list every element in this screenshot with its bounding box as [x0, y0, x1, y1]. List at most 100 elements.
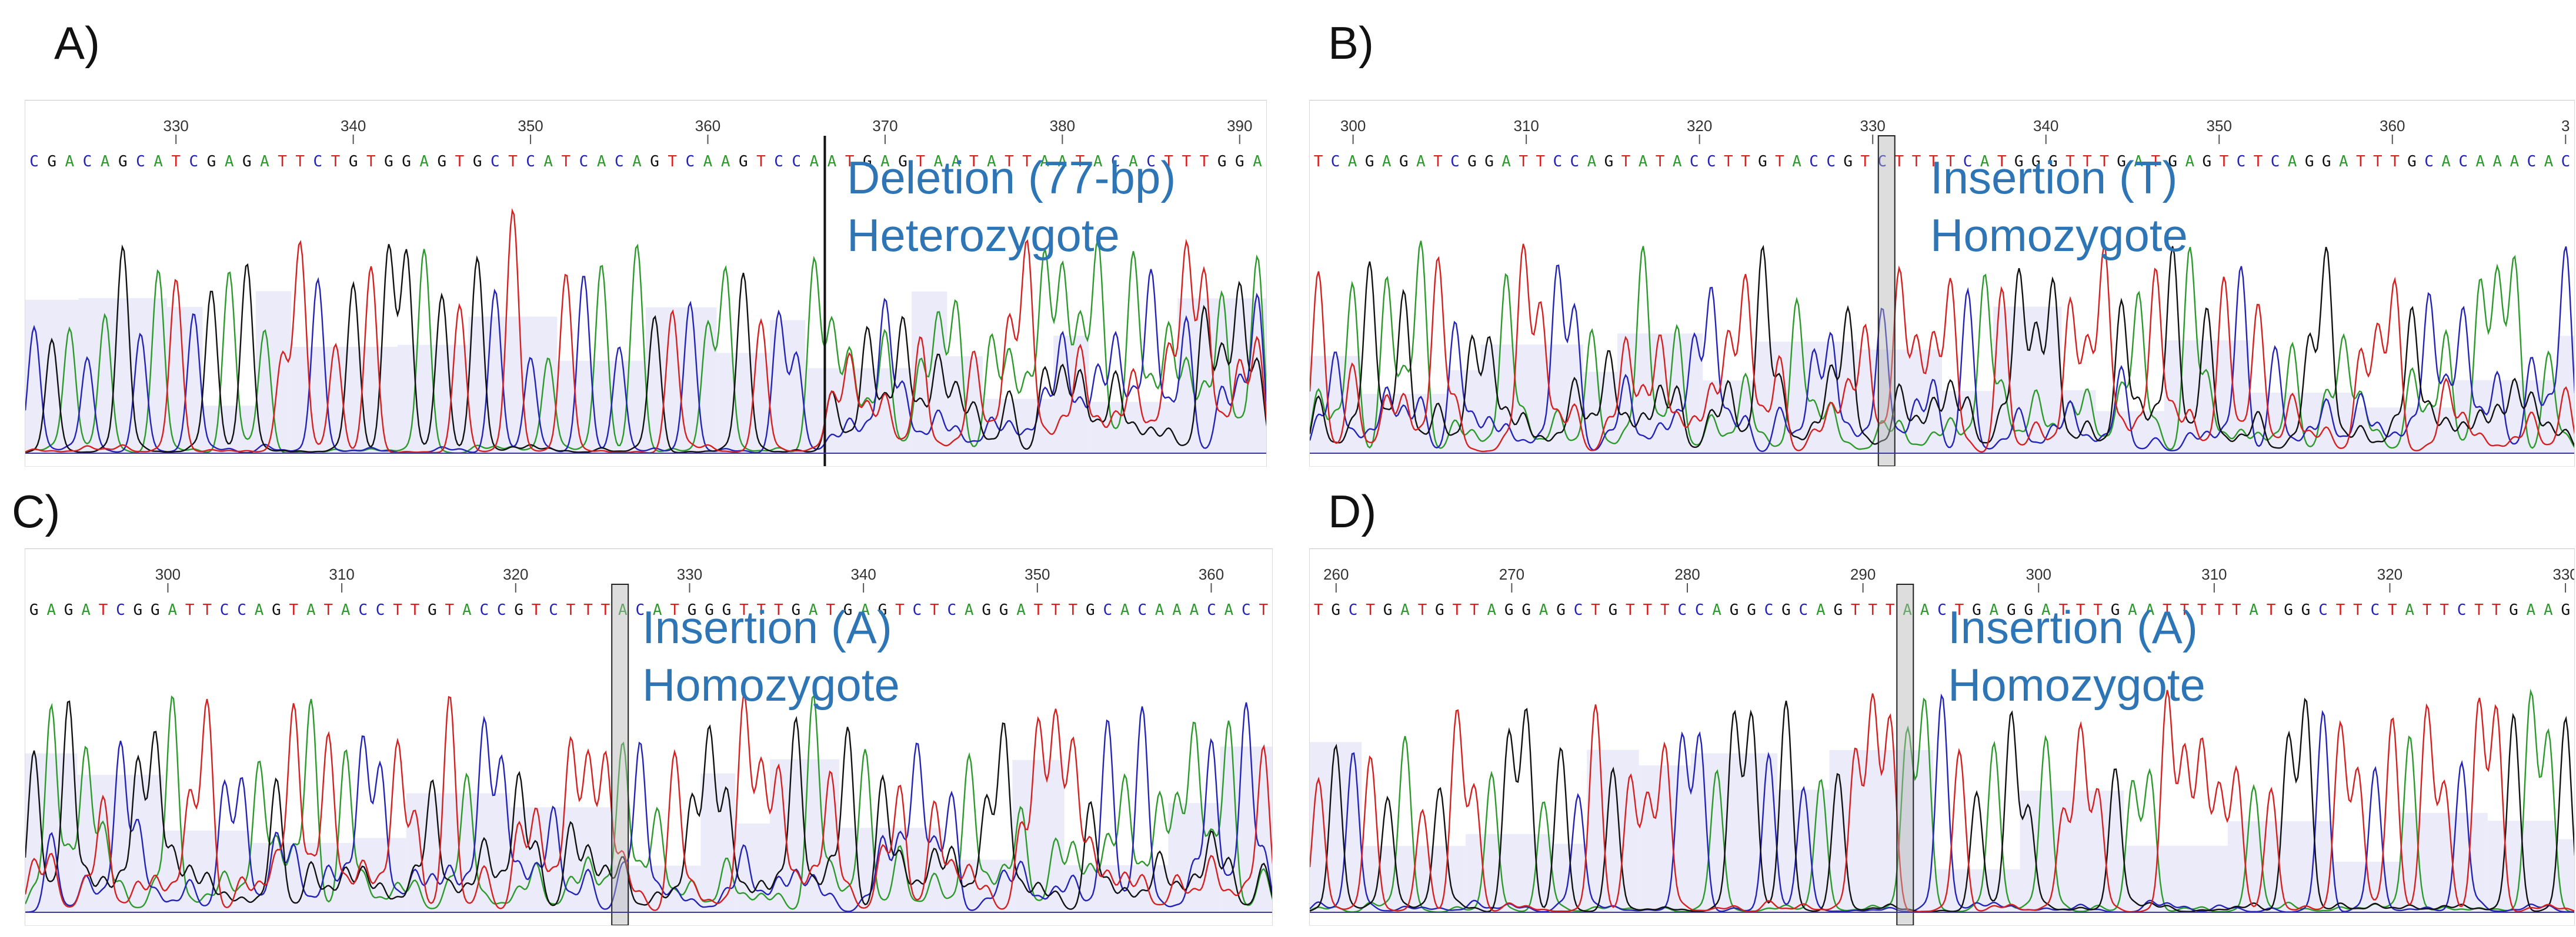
- quality-bar: [202, 406, 256, 453]
- quality-bar: [2124, 845, 2228, 912]
- base-call: A: [154, 153, 163, 170]
- quality-bar: [1089, 401, 1178, 453]
- base-call: T: [1418, 601, 1427, 619]
- zygosity-label: Heterozygote: [847, 209, 1120, 261]
- base-call: G: [1730, 601, 1739, 619]
- base-call: C: [2458, 153, 2468, 170]
- base-call: A: [2544, 601, 2553, 619]
- base-call: T: [2180, 601, 2190, 619]
- base-call: T: [1022, 153, 1032, 170]
- ruler-tick-label: 350: [2207, 117, 2232, 135]
- base-call: A: [1120, 601, 1130, 619]
- mutation-annotation: Deletion (77-bp) Heterozygote: [847, 149, 1176, 264]
- base-call: T: [323, 601, 333, 619]
- trace-g: [1310, 697, 2574, 913]
- base-call: A: [2492, 153, 2502, 170]
- base-call: C: [686, 153, 695, 170]
- base-call: T: [566, 601, 576, 619]
- base-call: T: [1433, 153, 1443, 170]
- base-call: A: [827, 153, 837, 170]
- base-call: G: [207, 153, 216, 170]
- base-call: G: [514, 601, 523, 619]
- base-call: G: [473, 153, 482, 170]
- base-call: A: [462, 601, 472, 619]
- quality-bar: [25, 300, 79, 453]
- base-call: G: [134, 601, 143, 619]
- base-call: G: [2322, 153, 2331, 170]
- base-call: A: [168, 601, 177, 619]
- base-call: T: [1929, 153, 1938, 170]
- base-call: C: [1242, 601, 1251, 619]
- base-call: T: [2066, 153, 2075, 170]
- panel-label: D): [1328, 486, 1377, 537]
- base-call: A: [1920, 601, 1930, 619]
- panel-a: A) 330 340 350 360 370 380 390 C G A C A G C A T C G A G A T T…: [0, 0, 1288, 469]
- base-call: T: [1895, 153, 1904, 170]
- trace-g: [1310, 245, 2574, 449]
- base-call: A: [1673, 153, 1682, 170]
- ruler-tick-label: 360: [2380, 117, 2405, 135]
- base-call: A: [810, 153, 819, 170]
- base-call: A: [1990, 601, 1999, 619]
- quality-bar: [2061, 390, 2096, 453]
- base-call: C: [1111, 153, 1120, 170]
- base-call: T: [2076, 601, 2086, 619]
- base-call: A: [419, 153, 429, 170]
- ruler-tick-label: 260: [1323, 565, 1349, 583]
- trace-t: [1310, 690, 2574, 913]
- ruler-tick-label: 330: [1860, 117, 1885, 135]
- base-call: T: [2083, 153, 2092, 170]
- base-call: T: [2254, 153, 2263, 170]
- base-call: T: [1626, 601, 1635, 619]
- quality-bar: [1466, 834, 1553, 912]
- base-call: A: [880, 153, 890, 170]
- base-call: C: [615, 153, 624, 170]
- base-call: T: [2336, 601, 2345, 619]
- trace-a: [25, 694, 1272, 910]
- base-call: T: [2214, 601, 2224, 619]
- base-call: T: [1946, 153, 1956, 170]
- base-call: A: [306, 601, 316, 619]
- base-call: A: [2249, 601, 2258, 619]
- base-call: A: [1980, 153, 1990, 170]
- base-call: A: [1487, 601, 1496, 619]
- base-call: T: [1868, 601, 1877, 619]
- base-call: C: [2527, 153, 2537, 170]
- base-call: T: [2220, 153, 2229, 170]
- ruler-tick-label: 310: [2201, 565, 2227, 583]
- base-call: C: [1877, 153, 1887, 170]
- base-call: G: [863, 153, 872, 170]
- base-call: T: [2356, 153, 2365, 170]
- base-call: G: [1843, 153, 1853, 170]
- base-call: A: [46, 601, 56, 619]
- base-call: A: [543, 153, 553, 170]
- trace-t: [1310, 243, 2574, 453]
- base-call: T: [826, 601, 835, 619]
- quality-bar: [1310, 742, 1362, 912]
- ruler-tick-label: 350: [518, 117, 543, 135]
- trace-g: [25, 244, 1266, 454]
- base-call: G: [1604, 153, 1614, 170]
- quality-bar: [77, 775, 164, 912]
- ruler-tick-label: 360: [1199, 565, 1224, 583]
- base-call: G: [1556, 601, 1566, 619]
- base-call: A: [618, 601, 628, 619]
- trace-c: [1310, 693, 2574, 913]
- base-call: G: [791, 601, 800, 619]
- base-call: C: [479, 601, 489, 619]
- base-call: G: [722, 601, 732, 619]
- base-call: T: [1724, 153, 1733, 170]
- base-call: G: [1833, 601, 1843, 619]
- quality-bar: [1777, 789, 1830, 912]
- base-call: T: [1741, 153, 1750, 170]
- quality-bar: [1168, 803, 1220, 912]
- base-call: A: [860, 601, 870, 619]
- base-call: T: [445, 601, 455, 619]
- base-call: A: [1155, 601, 1164, 619]
- base-call: A: [2128, 601, 2137, 619]
- base-call: C: [1207, 601, 1216, 619]
- base-call: G: [1781, 601, 1791, 619]
- base-call: A: [65, 153, 75, 170]
